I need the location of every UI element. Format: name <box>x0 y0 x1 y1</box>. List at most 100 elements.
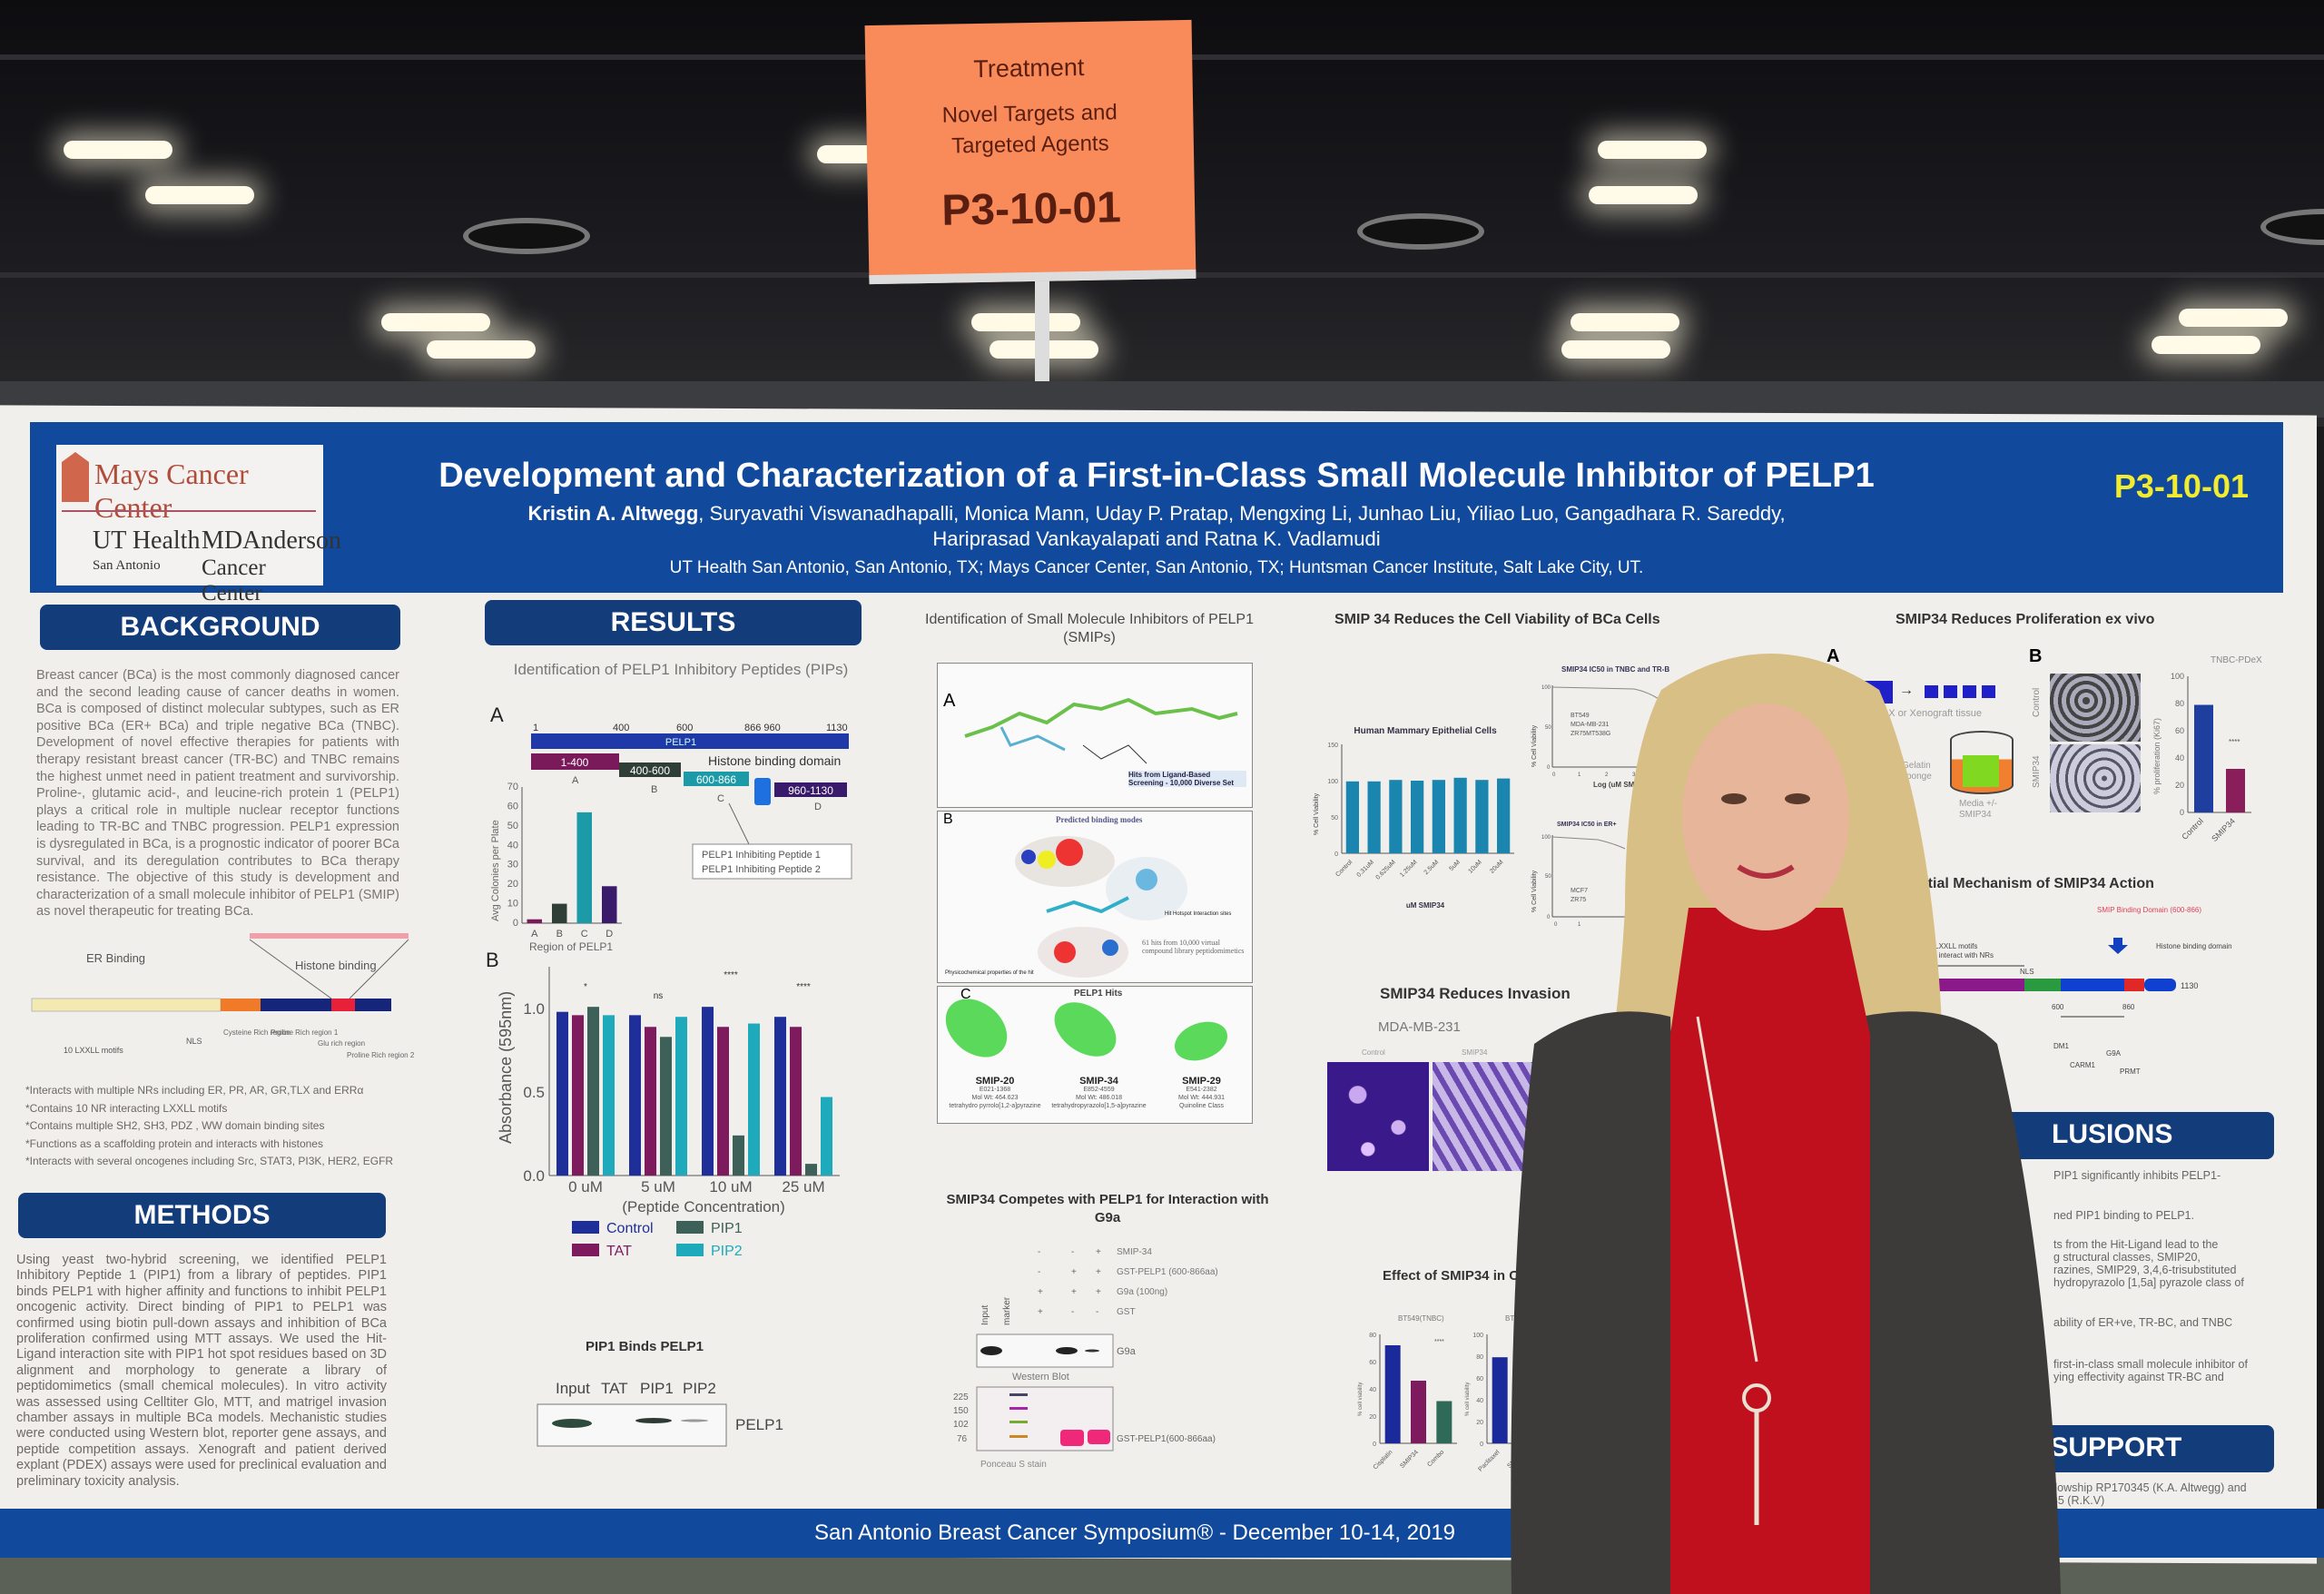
bar <box>603 1015 615 1176</box>
chart-title: BT549(TNBC) <box>1398 1314 1444 1323</box>
region-label: Glu rich region <box>318 1039 365 1048</box>
methods-text: Using yeast two-hybrid screening, we ide… <box>16 1253 387 1489</box>
band-label: GST-PELP1(600-866aa) <box>1117 1434 1216 1444</box>
ic50-title: SMIP34 IC50 in ER+ <box>1557 822 1617 828</box>
conclusion-line: razines, SMIP29, 3,4,6-trisubstituted <box>2053 1264 2237 1276</box>
lxxll-motifs-label: 10 LXXLL motifs <box>64 1046 123 1055</box>
bar <box>552 903 567 923</box>
blazer-right <box>1852 1011 2061 1594</box>
binding-surface-image <box>1015 836 1187 978</box>
y-tick-label: 150 <box>1327 743 1338 749</box>
bar <box>1497 778 1511 853</box>
invasion-image-smip34 <box>1433 1062 1532 1171</box>
svg-text:2: 2 <box>1605 772 1609 778</box>
bar <box>1367 781 1381 853</box>
y-tick-label: 20 <box>1476 1420 1483 1426</box>
bar <box>572 1015 584 1176</box>
significance-label: **** <box>724 970 738 980</box>
logo-cancer-center: Cancer Center <box>202 556 266 605</box>
fragment-letter: B <box>651 784 657 795</box>
pelp1-domain-diagram: ER Binding Histone binding 10 LXXLL moti… <box>31 933 415 1059</box>
svg-text:100: 100 <box>1541 835 1551 841</box>
y-tick-label: 70 <box>507 782 518 792</box>
chart-absorbance: B 0.0 0.5 1.0 0 uM * 5 uM ns 10 uM **** 25 uM ****… <box>486 949 840 1259</box>
bar <box>2194 704 2213 812</box>
condition-sign: - <box>1096 1307 1098 1317</box>
conclusion-line: ability of ER+ve, TR-BC, and TNBC <box>2053 1316 2233 1329</box>
x-tick-label: A <box>531 929 538 940</box>
mechanism-partner-labels: DM1 CARM1 <box>2053 1042 2096 1069</box>
condition-label: GST-PELP1 (600-866aa) <box>1117 1267 1218 1277</box>
svg-text:0: 0 <box>1552 772 1556 778</box>
panel-title: PELP1 Hits <box>1074 989 1123 999</box>
bar <box>1432 780 1445 853</box>
panel-label: A <box>490 704 504 726</box>
motif-label: that interact with NRs <box>1925 951 1994 959</box>
y-tick-label: 0.0 <box>523 1167 545 1185</box>
svg-text:50: 50 <box>1545 725 1551 731</box>
marker-size: 76 <box>957 1434 968 1444</box>
condition-sign: + <box>1096 1267 1101 1277</box>
y-tick-label: 80 <box>2175 699 2184 708</box>
y-axis-label: Avg Colonies per Plate <box>490 820 501 921</box>
fragment-letter: A <box>572 775 579 786</box>
shield-icon <box>62 452 89 502</box>
poster-affiliations: UT Health San Antonio, San Antonio, TX; … <box>669 558 1644 577</box>
x-tick-label: 25 uM <box>782 1178 824 1196</box>
end-residue: 1130 <box>2181 981 2198 990</box>
panel-title: Predicted binding modes <box>1056 815 1143 824</box>
poster-authors: Kristin A. Altwegg, Suryavathi Viswanadh… <box>30 502 2283 526</box>
significance-label: ns <box>654 991 664 1001</box>
x-tick-label: 10 uM <box>709 1178 752 1196</box>
bar <box>733 1135 744 1176</box>
y-tick-label: 20 <box>2175 781 2184 790</box>
y-axis-label: % cell viability <box>1358 1382 1364 1416</box>
logo-san-antonio: San Antonio <box>93 558 161 573</box>
y-tick-label: 50 <box>1331 815 1338 822</box>
svg-text:0: 0 <box>1554 922 1558 928</box>
bar <box>1411 1381 1426 1443</box>
x-axis-label: Region of PELP1 <box>529 940 613 953</box>
conclusion-line: ned PIP1 binding to PELP1. <box>2053 1209 2194 1222</box>
logo-mays: Mays Cancer Center <box>94 458 249 524</box>
pelp1-bar-label: PELP1 <box>665 737 696 748</box>
conclusion-line: hydropyrazolo [1,5a] pyrazole class of <box>2053 1276 2244 1289</box>
map-tick: 1130 <box>826 723 848 733</box>
background-text: Breast cancer (BCa) is the most commonly… <box>36 668 399 920</box>
significance-label: **** <box>1434 1339 1444 1345</box>
ceiling-light <box>1571 313 1679 331</box>
residue-label: 600 <box>2052 1003 2064 1011</box>
footer-text: San Antonio Breast Cancer Symposium® - D… <box>813 1520 1456 1545</box>
bar <box>774 1017 786 1176</box>
smips-panel-b: B Predicted binding modes 61 hits from 1… <box>937 811 1253 983</box>
combo-title: Effect of SMIP34 in Co <box>1383 1268 1528 1284</box>
map-tick: 400 <box>613 723 629 733</box>
ponceau-label: Ponceau S stain <box>980 1460 1047 1470</box>
panel-label: A <box>943 691 956 711</box>
map-tick: 600 <box>676 723 693 733</box>
map-tick: 1 <box>533 723 538 733</box>
y-tick-label: 40 <box>2175 753 2184 763</box>
significance-label: **** <box>2229 738 2240 746</box>
eye <box>1721 793 1747 804</box>
bar <box>748 1023 760 1176</box>
histone-label: Histone binding domain <box>2156 942 2232 950</box>
legend-swatch <box>572 1244 599 1256</box>
bar <box>629 1015 641 1176</box>
er-binding-label: ER Binding <box>86 951 145 965</box>
gelatin-label: Gelatin sponge <box>1902 761 1932 782</box>
y-tick-label: 100 <box>2171 672 2184 681</box>
partner-label: G9A <box>2106 1049 2122 1058</box>
panel-label: C <box>960 987 971 1002</box>
sign-pole <box>1035 272 1049 390</box>
panel-label: B <box>486 949 499 971</box>
bar <box>1436 1401 1452 1443</box>
viability-title: SMIP 34 Reduces the Cell Viability of BC… <box>1334 612 1660 627</box>
smip-domain-label: SMIP Binding Domain (600-866) <box>2097 906 2201 914</box>
band-label: G9a <box>1117 1346 1137 1357</box>
condition-sign: + <box>1071 1267 1077 1277</box>
legend-entry: BT549 <box>1571 713 1590 719</box>
blazer-left <box>1511 1011 1689 1594</box>
bar <box>675 1017 687 1176</box>
